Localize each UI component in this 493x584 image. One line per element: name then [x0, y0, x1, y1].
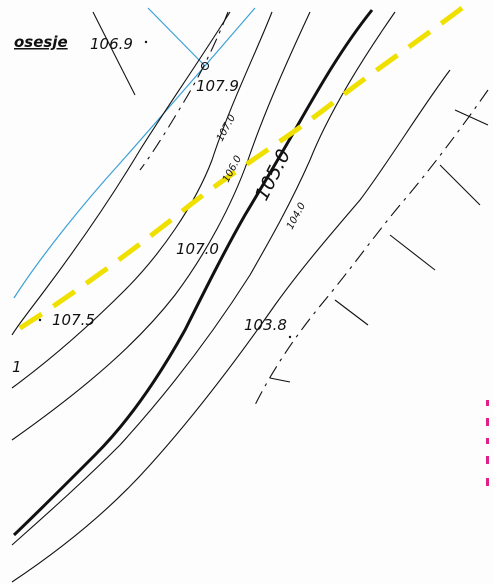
edge-mark: 1 — [12, 358, 22, 376]
map-title-fragment: osesje — [14, 33, 68, 51]
contour-line-d — [11, 11, 396, 546]
blue-line-2 — [13, 7, 256, 299]
tick-4 — [334, 299, 369, 326]
tick-6 — [454, 109, 489, 126]
pink-mark-5 — [486, 478, 489, 486]
contour-label-107-0-upper: 107.0 — [215, 113, 238, 143]
blue-line-1 — [147, 7, 206, 67]
pink-mark-2 — [486, 418, 489, 426]
yellow-dashed-line — [12, 6, 464, 335]
pink-mark-3 — [486, 438, 489, 444]
spot-height-107-9: 107.9 — [196, 77, 239, 95]
dot-1 — [144, 40, 148, 44]
contour-line-b — [11, 11, 273, 389]
dot-3 — [288, 335, 292, 339]
spot-height-107-5: 107.5 — [52, 311, 95, 329]
pink-mark-1 — [486, 400, 489, 406]
dashed-boundary-1 — [139, 11, 229, 171]
tick-3 — [389, 234, 436, 271]
contour-line-a — [11, 11, 231, 336]
major-contour-105 — [12, 9, 374, 537]
tick-1 — [92, 11, 136, 96]
spot-height-106-9: 106.9 — [90, 35, 133, 53]
contour-label-107-0-mid: 107.0 — [176, 240, 219, 258]
contour-label-103-8: 103.8 — [244, 316, 287, 334]
dashed-boundary-2 — [254, 89, 489, 406]
contour-line-e — [11, 69, 451, 583]
survey-point-marker — [200, 61, 210, 71]
pink-mark-4 — [486, 456, 489, 464]
tick-2 — [439, 164, 481, 206]
dot-2 — [38, 318, 42, 322]
tick-5 — [269, 377, 291, 383]
contour-line-c — [11, 11, 311, 441]
